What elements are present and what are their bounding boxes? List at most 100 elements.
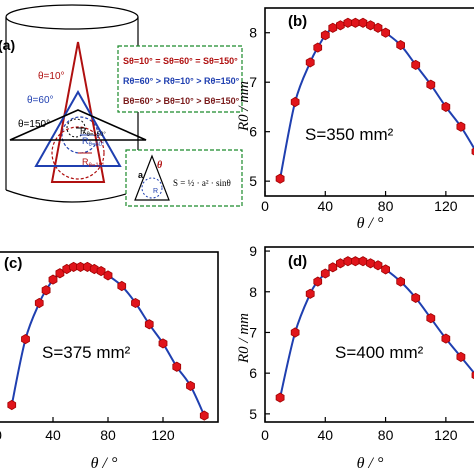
data-point: [83, 261, 92, 272]
panel-label: (b): [288, 13, 307, 30]
x-tick-label: 120: [434, 427, 458, 443]
data-point: [456, 351, 466, 362]
triangle-theta60: [34, 89, 122, 167]
x-tick-label: 80: [378, 427, 394, 443]
x-tick-label: 80: [100, 427, 116, 443]
data-point: [275, 392, 285, 403]
area-annotation: S=400 mm²: [335, 343, 424, 362]
data-point: [441, 333, 451, 344]
data-point: [313, 276, 323, 287]
plot-frame: [264, 246, 474, 423]
x-tick-label: 40: [45, 427, 61, 443]
x-tick-label: 0: [0, 427, 2, 443]
y-axis-label: R0 / mm: [236, 81, 252, 132]
y-tick-label: 5: [249, 173, 257, 189]
panel-label-a: (a): [0, 37, 15, 53]
inset-incircle: [141, 177, 163, 199]
data-point: [441, 101, 451, 112]
data-point: [290, 96, 300, 108]
data-point: [144, 319, 154, 330]
panel-label: (c): [4, 255, 22, 272]
data-point: [343, 17, 353, 28]
inset-a-label: a: [138, 170, 144, 180]
data-point: [373, 260, 383, 271]
label-theta150: θ=150°: [18, 119, 50, 130]
data-point: [7, 399, 17, 411]
equation-area: Sθ=10° = Sθ=60° = Sθ=150°: [123, 56, 238, 66]
data-point: [117, 280, 127, 292]
x-tick-label: 40: [317, 198, 333, 214]
data-point: [313, 42, 323, 53]
data-point: [290, 327, 300, 338]
inset-formula: S = ½ · a² · sinθ: [173, 178, 231, 188]
plot-frame: [264, 7, 474, 197]
data-point: [186, 380, 195, 391]
data-point: [426, 313, 436, 324]
inset-theta-label: θ: [157, 160, 163, 171]
y-tick-label: 5: [249, 406, 257, 422]
data-point: [96, 266, 106, 277]
fit-curve: [279, 260, 474, 398]
label-theta10: θ=10°: [38, 71, 65, 82]
fit-curve: [10, 265, 206, 417]
data-point: [320, 30, 330, 41]
data-point: [103, 270, 113, 281]
x-tick-label: 80: [378, 198, 394, 214]
data-point: [305, 288, 315, 299]
x-tick-label: 40: [317, 427, 333, 443]
data-point: [381, 264, 391, 275]
area-annotation: S=375 mm²: [42, 343, 131, 362]
data-point: [350, 17, 360, 28]
data-point: [381, 27, 391, 38]
incircle-theta150: [66, 118, 86, 138]
inset-box: [125, 149, 243, 207]
x-tick-label: 0: [261, 198, 269, 214]
area-annotation: S=350 mm²: [305, 125, 394, 144]
data-point: [21, 334, 30, 345]
relation-box: [117, 45, 243, 113]
data-point: [89, 263, 99, 275]
data-point: [396, 276, 406, 287]
data-point: [350, 256, 360, 267]
data-point: [366, 20, 375, 31]
chart-panel-b: 0 40 80 120 5 6 7 8 (b) S=350 mm² θ / ° R0 / mm: [236, 7, 474, 232]
data-point: [328, 22, 338, 33]
data-point: [158, 338, 168, 349]
triangle-theta10: [50, 41, 106, 183]
y-tick-label: 7: [249, 324, 257, 340]
panel-label: (d): [288, 253, 307, 270]
data-point: [426, 79, 436, 90]
data-point: [34, 297, 44, 309]
incircle-theta60: [61, 116, 99, 154]
data-point: [411, 59, 421, 70]
x-axis-label: θ / °: [357, 215, 384, 232]
data-point: [343, 256, 353, 267]
y-tick-label: 8: [249, 25, 257, 41]
data-point: [411, 292, 421, 303]
x-axis-label: θ / °: [91, 455, 118, 472]
data-point: [172, 361, 182, 372]
data-point: [328, 262, 338, 273]
y-tick-label: 6: [249, 124, 257, 140]
label-theta60: θ=60°: [27, 95, 54, 106]
triangle-theta150: [9, 109, 147, 141]
x-tick-label: 0: [261, 427, 269, 443]
y-tick-label: 6: [249, 365, 257, 381]
data-point: [456, 121, 466, 132]
data-point: [305, 57, 315, 68]
chart-panel-d: 0 40 80 120 5 6 7 8 9 (d) S=400 mm² θ / ° R0 / mm: [236, 243, 474, 472]
label-r-theta150: Rθ=150°: [80, 126, 106, 138]
data-point: [335, 20, 345, 31]
x-tick-label: 120: [151, 427, 175, 443]
data-point: [131, 297, 140, 309]
data-point: [41, 285, 51, 296]
data-point: [358, 17, 368, 28]
data-point: [275, 173, 285, 184]
chart-panel-c: 0 40 80 120 (c) S=375 mm² θ / °: [0, 251, 219, 472]
schematic-panel: (a) θ=10° θ=60° θ=150° Rθ=150° Rθ=60° Rθ…: [0, 4, 243, 207]
y-tick-label: 9: [249, 243, 257, 259]
fit-curve: [279, 21, 474, 179]
y-tick-label: 7: [249, 74, 257, 90]
data-point: [320, 268, 330, 279]
